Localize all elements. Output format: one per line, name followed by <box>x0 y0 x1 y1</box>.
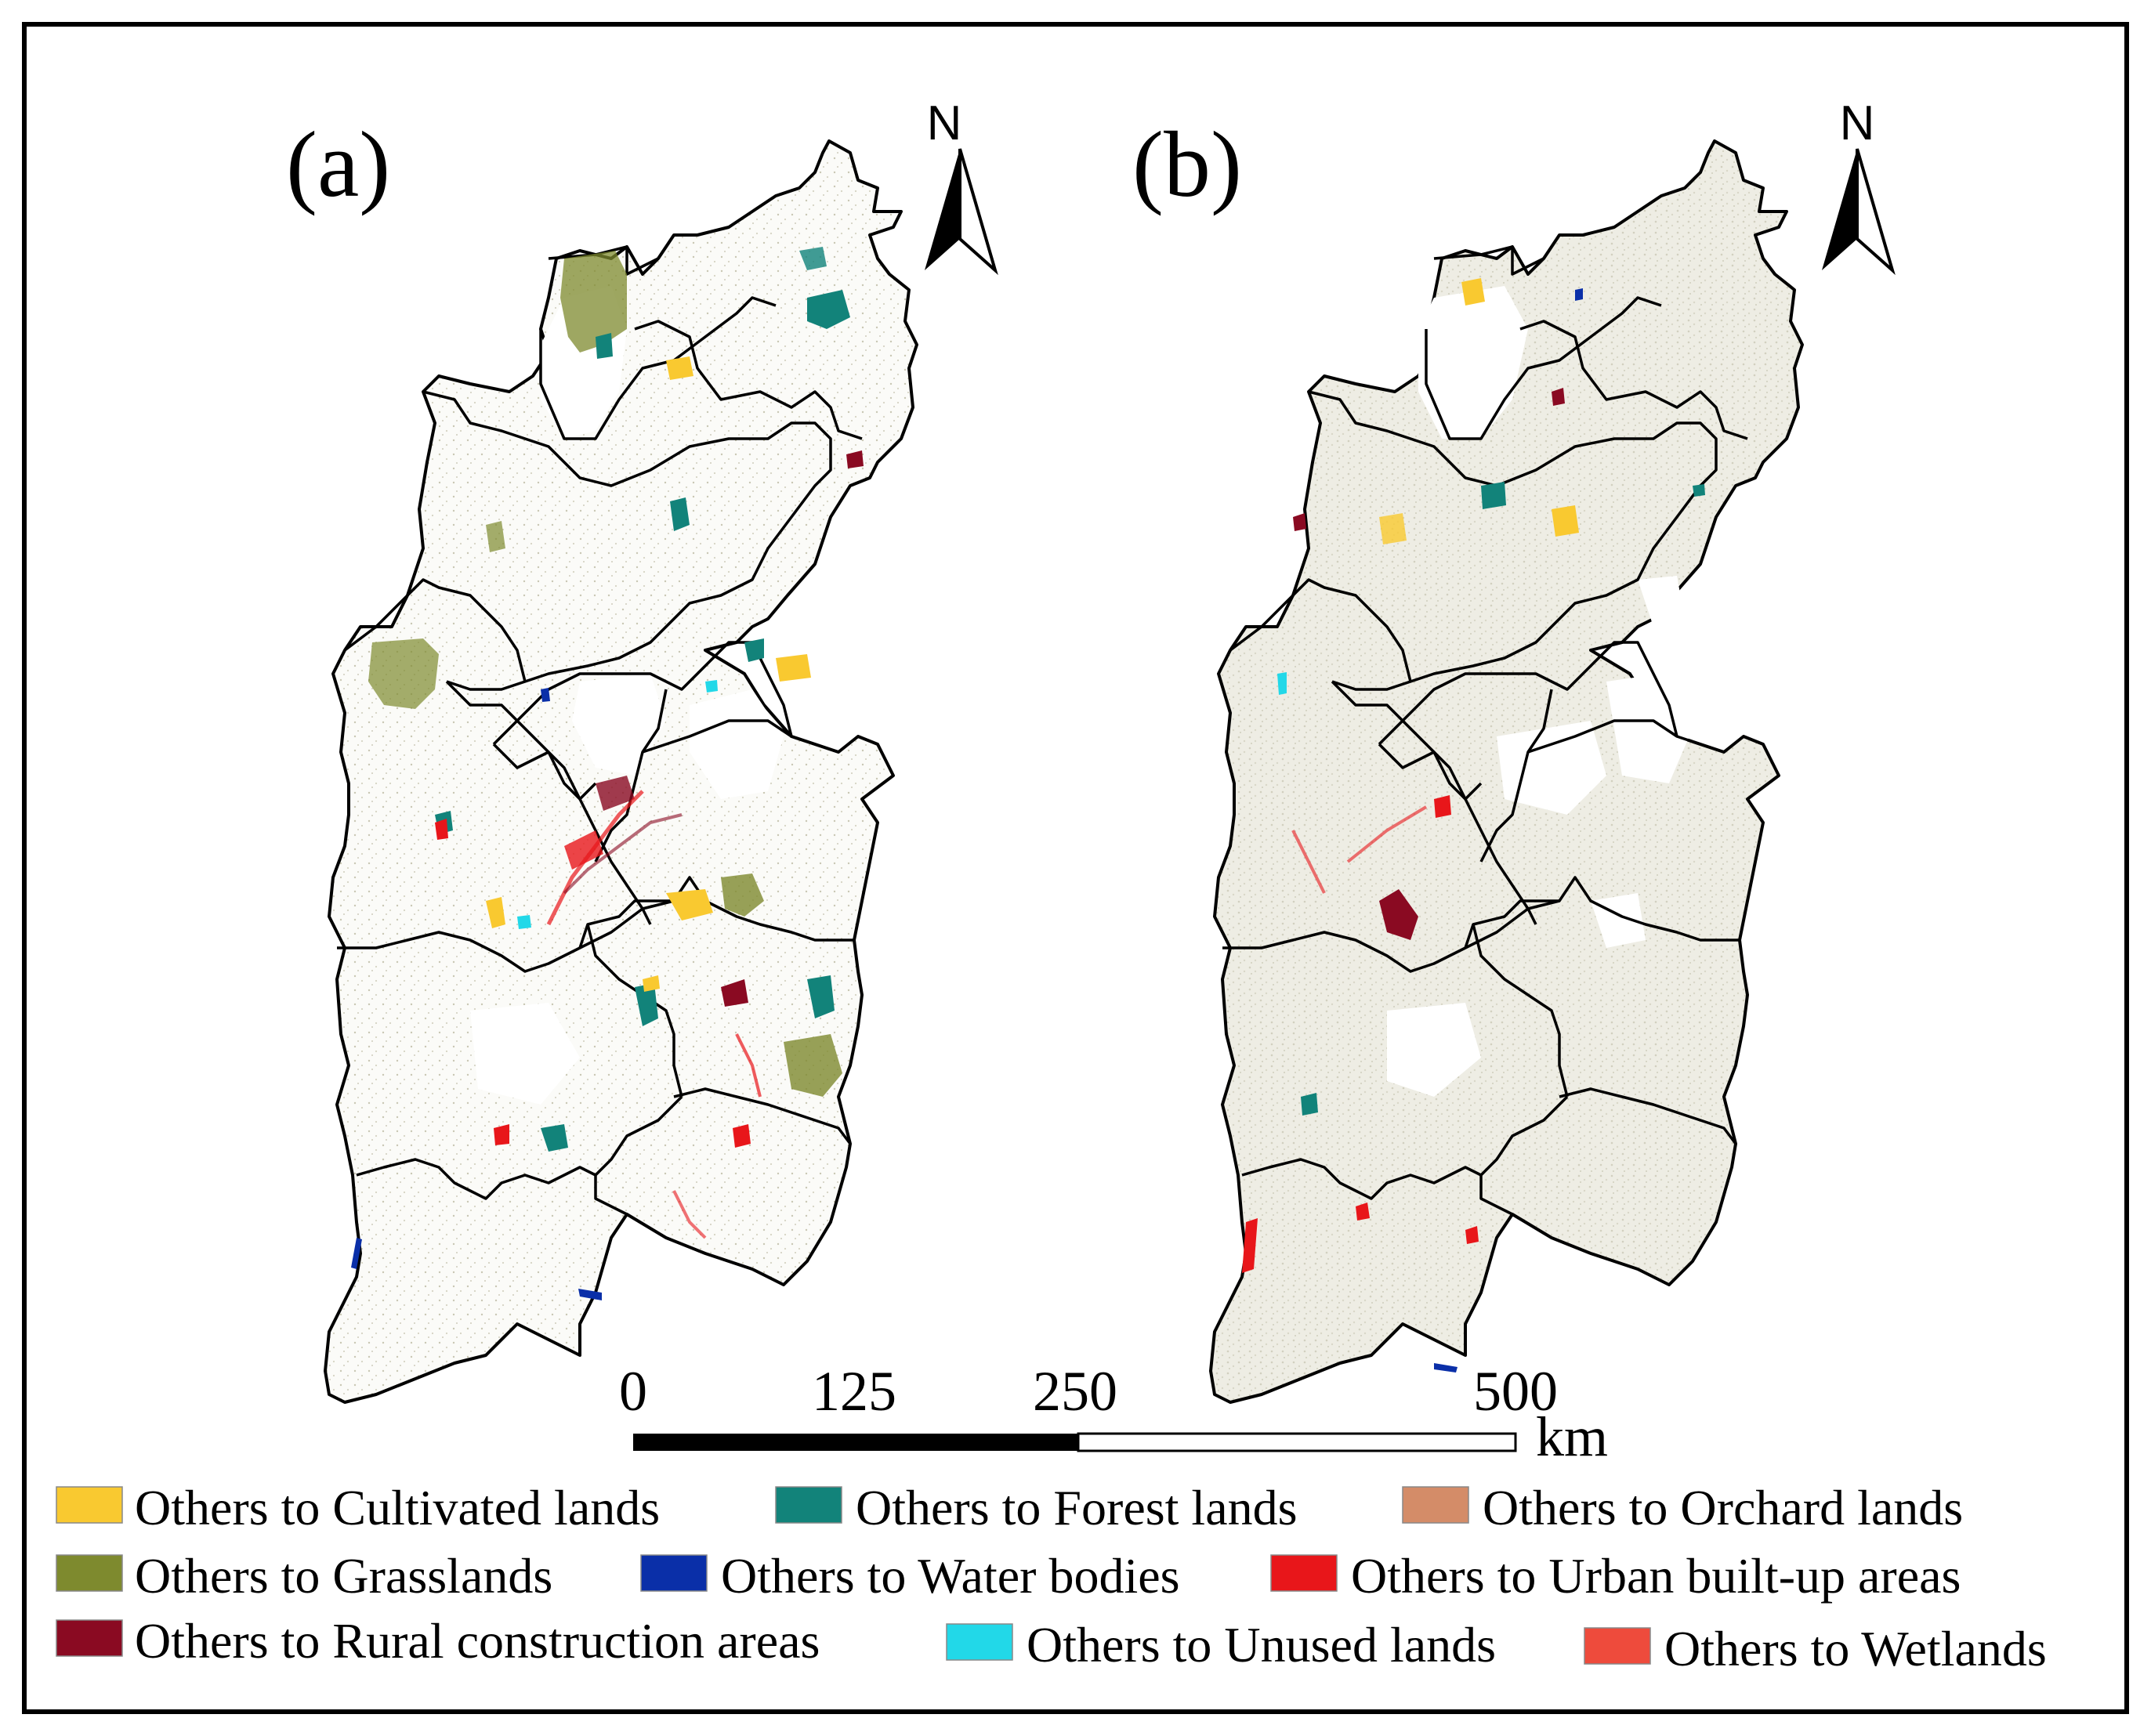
legend-label: Others to Wetlands <box>1664 1621 2047 1676</box>
legend-label: Others to Forest lands <box>856 1480 1298 1535</box>
legend-swatch <box>1270 1554 1338 1592</box>
north-arrow-b: N <box>1822 96 1896 276</box>
blank-area <box>690 689 784 799</box>
scale-unit: km <box>1536 1405 1608 1468</box>
unused-patch <box>705 680 718 693</box>
rural-line <box>563 813 683 895</box>
urban-line <box>735 1033 762 1098</box>
urban-line <box>1346 805 1428 863</box>
rural-patch <box>1379 889 1418 940</box>
urban-line <box>1291 830 1326 894</box>
legend-swatch <box>1584 1627 1651 1665</box>
scale-tick-label: 0 <box>619 1360 647 1423</box>
water-patch <box>1434 1363 1458 1373</box>
forest-patch <box>1693 484 1705 497</box>
grassland-patch <box>486 521 505 552</box>
land-change-patches <box>1242 278 1705 1373</box>
urban-patch <box>494 1124 509 1145</box>
blank-area <box>1497 721 1606 815</box>
cultivated-patch <box>486 897 505 928</box>
cultivated-patch <box>776 654 811 682</box>
cultivated-patch <box>643 975 660 992</box>
forest-patch <box>635 983 658 1026</box>
panel-a-label: (a) <box>286 112 390 216</box>
rural-patch <box>846 450 864 468</box>
grassland-patch <box>721 873 764 917</box>
north-letter: N <box>927 96 962 150</box>
water-patch <box>578 1289 602 1300</box>
cultivated-patch <box>1461 278 1485 306</box>
forest-patch <box>596 333 613 359</box>
blank-area <box>470 1003 580 1105</box>
north-arrow-icon <box>925 148 998 276</box>
legend-swatch <box>640 1554 708 1592</box>
blank-area <box>1606 674 1693 783</box>
grassland-patch <box>368 638 439 709</box>
forest-patch <box>744 638 764 662</box>
urban-patch <box>1465 1226 1479 1244</box>
urban-patch <box>1434 795 1451 818</box>
grassland-patch <box>560 251 627 353</box>
legend-swatch <box>775 1486 842 1524</box>
legend-label: Others to Orchard lands <box>1483 1480 1963 1535</box>
cultivated-patch <box>666 889 713 920</box>
scale-bar-empty-segment <box>1077 1432 1517 1452</box>
cultivated-patch <box>1552 505 1579 537</box>
urban-line <box>672 1190 707 1239</box>
blank-area <box>1418 286 1528 439</box>
urban-patch <box>1242 1218 1258 1273</box>
panel-b-map <box>1209 139 1804 1404</box>
scale-tick-label: 250 <box>1033 1360 1117 1423</box>
north-arrow-a: N <box>925 96 998 276</box>
legend-swatch <box>56 1486 123 1524</box>
panel-b-label: (b) <box>1132 112 1242 216</box>
scale-tick-label: 125 <box>812 1360 896 1423</box>
blank-area <box>1387 1003 1481 1097</box>
urban-patch <box>1356 1203 1370 1221</box>
legend-label: Others to Water bodies <box>721 1548 1180 1604</box>
north-arrow-icon <box>1822 148 1896 276</box>
scale-bar-filled-segment <box>633 1434 1078 1451</box>
water-patch <box>541 688 550 702</box>
forest-patch <box>807 290 850 329</box>
cultivated-patch <box>666 356 693 380</box>
legend-label: Others to Unused lands <box>1027 1617 1496 1673</box>
urban-patch <box>564 830 603 870</box>
forest-patch <box>1481 482 1506 509</box>
water-patch <box>1575 288 1583 301</box>
urban-patch <box>435 819 448 840</box>
cultivated-patch <box>1379 513 1407 544</box>
legend-swatch <box>56 1619 123 1657</box>
unused-patch <box>517 915 531 929</box>
rural-patch <box>721 979 748 1007</box>
legend-label: Others to Rural construction areas <box>135 1613 820 1669</box>
north-letter: N <box>1840 96 1875 150</box>
legend-label: Others to Urban built-up areas <box>1351 1548 1961 1604</box>
rural-patch <box>596 776 635 811</box>
legend-label: Others to Cultivated lands <box>135 1480 660 1535</box>
forest-patch <box>799 247 827 270</box>
scale-bar: 0 125 250 500 km <box>619 1360 1608 1468</box>
forest-patch <box>1301 1093 1318 1116</box>
water-patch <box>351 1238 362 1269</box>
urban-patch <box>733 1124 751 1148</box>
legend-swatch <box>1402 1486 1469 1524</box>
legend: Others to Cultivated lands Others to For… <box>56 1480 2047 1676</box>
panel-a-map <box>324 139 918 1404</box>
rural-patch <box>1552 388 1565 406</box>
forest-patch <box>807 975 835 1018</box>
district-boundaries <box>1222 245 1748 1216</box>
rural-patch <box>1293 513 1306 531</box>
scale-tick-label: 500 <box>1473 1360 1558 1423</box>
grassland-patch <box>784 1034 842 1097</box>
land-change-patches <box>351 247 864 1300</box>
forest-patch <box>541 1124 568 1152</box>
legend-swatch <box>56 1554 123 1592</box>
forest-patch <box>1277 672 1287 695</box>
blank-area <box>1638 576 1685 627</box>
legend-swatch <box>946 1623 1013 1661</box>
forest-patch <box>670 497 690 531</box>
legend-label: Others to Grasslands <box>135 1548 552 1604</box>
